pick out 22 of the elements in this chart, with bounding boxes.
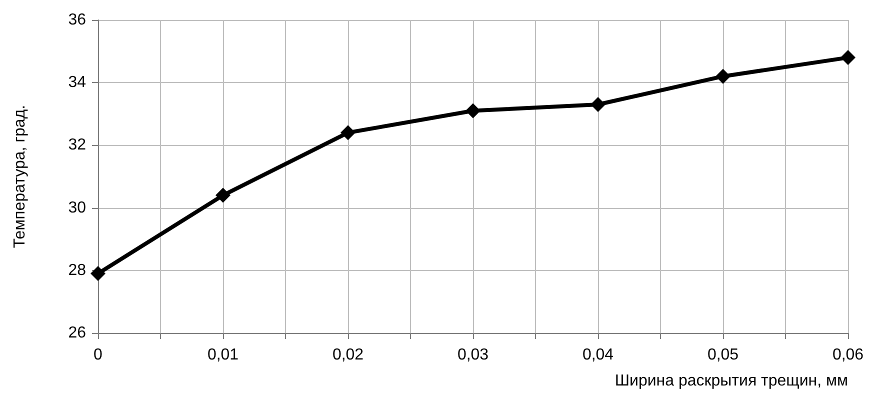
x-tick-label: 0,05 bbox=[707, 346, 739, 364]
y-axis-title: Температура, град. bbox=[12, 104, 28, 248]
x-tick-label: 0,01 bbox=[207, 346, 239, 364]
y-tick-label: 34 bbox=[68, 74, 86, 92]
y-tick-label: 26 bbox=[68, 324, 86, 342]
point bbox=[90, 266, 106, 282]
point bbox=[840, 50, 856, 66]
point bbox=[340, 125, 356, 140]
x-tick-label: 0,04 bbox=[582, 346, 614, 364]
x-tick-label: 0,03 bbox=[457, 346, 489, 364]
y-tick-label: 30 bbox=[68, 199, 86, 216]
y-tick-label: 32 bbox=[68, 136, 86, 154]
x-tick-label: 0,06 bbox=[832, 346, 864, 364]
x-axis-title: Ширина раскрытия трещин, мм bbox=[614, 372, 848, 390]
point bbox=[216, 188, 230, 203]
x-tick-label: 0 bbox=[94, 346, 103, 364]
y-tick-label: 28 bbox=[68, 262, 86, 279]
point bbox=[466, 103, 480, 118]
y-tick-label: 36 bbox=[68, 12, 86, 28]
x-tick-label: 0,02 bbox=[332, 346, 364, 364]
point bbox=[716, 68, 730, 84]
point bbox=[590, 97, 606, 112]
